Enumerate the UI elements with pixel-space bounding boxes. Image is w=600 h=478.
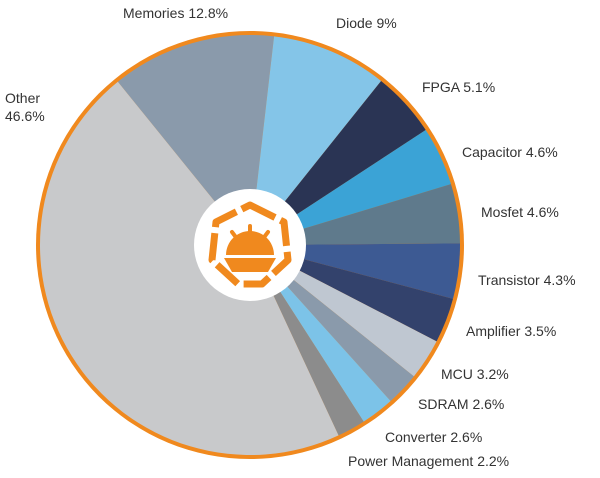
- slice-label: Transistor 4.3%: [478, 272, 576, 288]
- label-value: 12.8%: [188, 5, 228, 21]
- label-value: 3.5%: [524, 323, 556, 339]
- slice-label: Capacitor 4.6%: [462, 144, 558, 160]
- label-name: Memories: [123, 5, 184, 21]
- slice-label: Mosfet 4.6%: [481, 204, 559, 220]
- slice: [250, 245, 453, 342]
- slice: [250, 129, 452, 245]
- slice-label: SDRAM 2.6%: [418, 396, 504, 412]
- label-value: 2.2%: [477, 453, 509, 469]
- label-value: 4.6%: [526, 144, 558, 160]
- label-value: 46.6%: [5, 108, 45, 124]
- label-value: 4.3%: [544, 272, 576, 288]
- slice: [39, 81, 339, 456]
- label-value: 4.6%: [527, 204, 559, 220]
- slice-label: Amplifier 3.5%: [466, 323, 556, 339]
- label-name: Amplifier: [466, 323, 521, 339]
- label-value: 2.6%: [472, 396, 504, 412]
- slice: [250, 245, 414, 401]
- slice: [250, 36, 382, 245]
- slice: [250, 245, 391, 422]
- slice-label: Diode 9%: [336, 15, 397, 31]
- label-name: Diode: [336, 15, 373, 31]
- label-value: 2.6%: [450, 429, 482, 445]
- slice-label: Converter 2.6%: [385, 429, 482, 445]
- label-value: 3.2%: [477, 366, 509, 382]
- label-name: Transistor: [478, 272, 540, 288]
- label-name: SDRAM: [418, 396, 469, 412]
- label-name: Power Management: [348, 453, 473, 469]
- label-name: Converter: [385, 429, 447, 445]
- label-value: 5.1%: [463, 79, 495, 95]
- label-value: 9%: [376, 15, 396, 31]
- slice: [250, 80, 426, 245]
- label-name: FPGA: [422, 79, 461, 95]
- slice-label: Other 46.6%: [5, 90, 45, 124]
- label-name: Capacitor: [462, 144, 522, 160]
- label-name: MCU: [441, 366, 473, 382]
- slice-label: FPGA 5.1%: [422, 79, 495, 95]
- label-name: Other: [5, 90, 40, 106]
- slice-label: MCU 3.2%: [441, 366, 509, 382]
- slice-label: Memories 12.8%: [123, 5, 228, 21]
- center-logo: [194, 189, 306, 301]
- slice: [250, 245, 437, 377]
- label-name: Mosfet: [481, 204, 523, 220]
- slice-label: Power Management 2.2%: [348, 453, 509, 469]
